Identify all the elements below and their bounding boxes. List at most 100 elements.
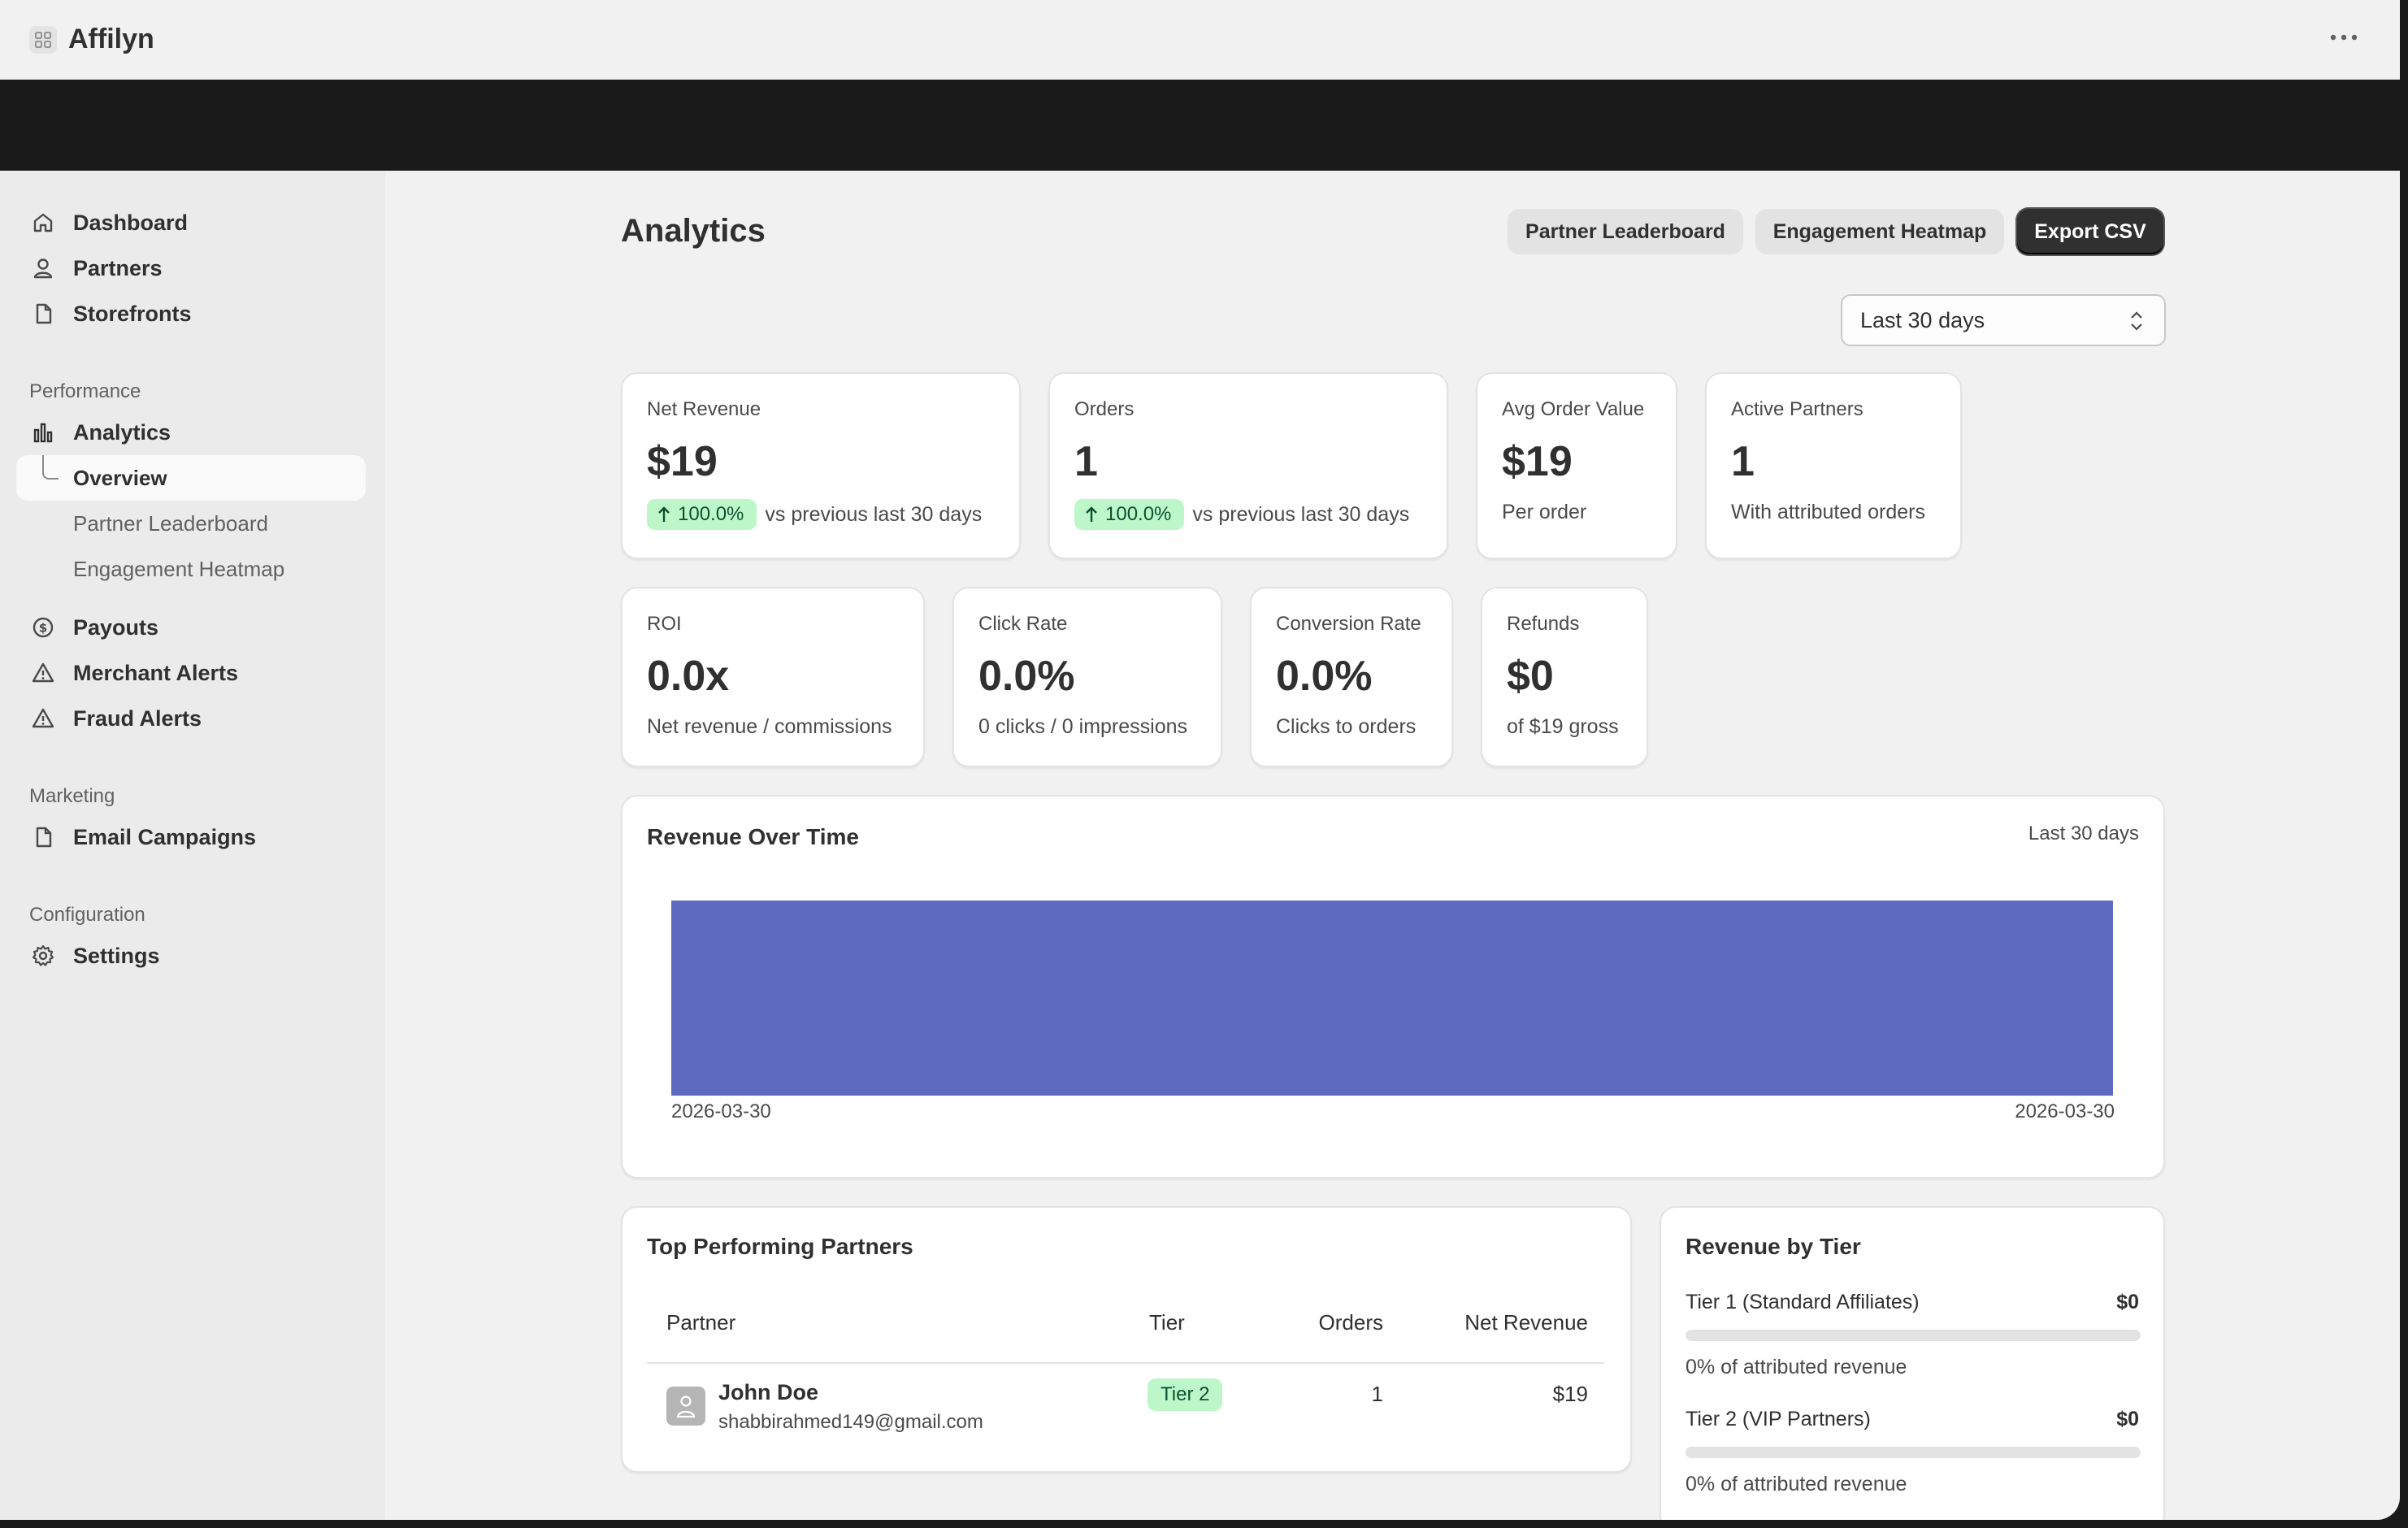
alert-icon [32, 662, 54, 683]
page-icon [36, 303, 52, 324]
tier-progress-bar [1686, 1330, 2141, 1341]
arrow-up-icon [1086, 506, 1097, 522]
sidebar-item-label: Merchant Alerts [73, 660, 239, 685]
tree-elbow-icon [42, 455, 59, 480]
sidebar-item-label: Email Campaigns [73, 824, 257, 849]
tier-progress-bar [1686, 1447, 2141, 1458]
metric-card-click-rate: Click Rate 0.0% 0 clicks / 0 impressions [952, 587, 1222, 767]
metric-value: 0.0% [978, 653, 1075, 700]
tier-value: $0 [2116, 1291, 2139, 1313]
sidebar-section-configuration: Configuration [29, 904, 145, 926]
dollar-icon: $ [33, 617, 54, 638]
top-bar: Affilyn [0, 0, 2400, 80]
partner-orders: 1 [1371, 1382, 1383, 1406]
sidebar-item-email-campaigns[interactable]: Email Campaigns [0, 814, 385, 860]
sidebar: Dashboard Partners Storefronts Performan… [0, 171, 385, 1520]
change-value: 100.0% [1105, 503, 1172, 525]
column-header-tier[interactable]: Tier [1149, 1310, 1185, 1335]
metric-label: Orders [1074, 398, 1135, 420]
sidebar-item-label: Settings [73, 943, 160, 968]
svg-text:$: $ [39, 621, 47, 636]
sidebar-item-label: Dashboard [73, 210, 189, 235]
bar-chart-icon [33, 423, 53, 443]
sidebar-item-merchant-alerts[interactable]: Merchant Alerts [0, 650, 385, 696]
sidebar-item-settings[interactable]: Settings [0, 933, 385, 979]
metric-label: Avg Order Value [1502, 398, 1645, 420]
partner-leaderboard-button[interactable]: Partner Leaderboard [1508, 209, 1743, 254]
sidebar-item-fraud-alerts[interactable]: Fraud Alerts [0, 696, 385, 741]
table-divider [647, 1362, 1604, 1364]
metric-label: Refunds [1507, 613, 1580, 635]
more-options-icon[interactable] [2323, 21, 2364, 54]
sidebar-item-label: Overview [73, 465, 167, 490]
chart-title: Revenue Over Time [647, 824, 859, 849]
x-tick-label: 2026-03-30 [2015, 1100, 2115, 1122]
sidebar-item-storefronts[interactable]: Storefronts [0, 291, 385, 336]
home-icon [33, 213, 53, 232]
metric-subtext: of $19 gross [1507, 715, 1619, 738]
sidebar-item-label: Payouts [73, 614, 159, 640]
engagement-heatmap-button[interactable]: Engagement Heatmap [1755, 209, 2004, 254]
column-header-net-revenue[interactable]: Net Revenue [1464, 1310, 1588, 1335]
metric-value: 1 [1074, 438, 1098, 485]
sidebar-item-payouts[interactable]: $ Payouts [0, 605, 385, 650]
partner-name[interactable]: John Doe [718, 1380, 819, 1404]
sidebar-item-label: Engagement Heatmap [73, 556, 285, 581]
metric-comparison: vs previous last 30 days [1192, 502, 1410, 526]
date-range-select[interactable]: Last 30 days [1841, 294, 2166, 346]
header-banner [0, 80, 2400, 171]
metric-value: $19 [647, 438, 718, 485]
sidebar-item-label: Partner Leaderboard [73, 510, 268, 536]
revenue-by-tier-card: Revenue by Tier Tier 1 (Standard Affilia… [1660, 1206, 2165, 1520]
sidebar-subitem-overview[interactable]: Overview [16, 455, 366, 501]
chart-range-label: Last 30 days [2028, 823, 2139, 844]
top-partners-card: Top Performing Partners Partner Tier Ord… [621, 1206, 1632, 1473]
sidebar-subitem-engagement-heatmap[interactable]: Engagement Heatmap [0, 546, 385, 592]
sidebar-item-partners[interactable]: Partners [0, 245, 385, 291]
metric-subtext: With attributed orders [1731, 501, 1925, 523]
metric-value: 1 [1731, 438, 1755, 485]
change-badge: 100.0% [1074, 499, 1185, 530]
revenue-by-tier-title: Revenue by Tier [1686, 1234, 1861, 1259]
top-partners-title: Top Performing Partners [647, 1234, 913, 1259]
page-title: Analytics [621, 213, 766, 249]
metric-label: Active Partners [1731, 398, 1863, 420]
tier-badge: Tier 2 [1148, 1378, 1223, 1411]
metric-label: Conversion Rate [1276, 613, 1421, 635]
sidebar-item-label: Analytics [73, 419, 171, 445]
column-header-partner[interactable]: Partner [666, 1310, 736, 1335]
metric-subtext: Clicks to orders [1276, 715, 1417, 738]
date-range-value: Last 30 days [1860, 307, 1985, 332]
sidebar-section-performance: Performance [29, 380, 141, 402]
partner-net-revenue: $19 [1552, 1382, 1588, 1406]
metric-card-net-revenue: Net Revenue $19 100.0% vs previous last … [621, 372, 1021, 559]
sidebar-subitem-partner-leaderboard[interactable]: Partner Leaderboard [0, 501, 385, 546]
metric-card-avg-order-value: Avg Order Value $19 Per order [1476, 372, 1677, 559]
metric-card-conversion-rate: Conversion Rate 0.0% Clicks to orders [1250, 587, 1453, 767]
tier-name: Tier 1 (Standard Affiliates) [1686, 1291, 1920, 1313]
metric-value: 0.0% [1276, 653, 1373, 700]
metric-label: ROI [647, 613, 682, 635]
sidebar-item-analytics[interactable]: Analytics [0, 410, 385, 455]
metric-label: Click Rate [978, 613, 1068, 635]
sidebar-item-label: Partners [73, 255, 163, 280]
sidebar-item-label: Fraud Alerts [73, 705, 202, 731]
metric-value: $0 [1507, 653, 1554, 700]
tier-name: Tier 2 (VIP Partners) [1686, 1408, 1871, 1430]
revenue-area-series [671, 901, 2113, 1096]
app-grid-icon [29, 25, 57, 54]
column-header-orders[interactable]: Orders [1318, 1310, 1383, 1335]
main-content: Analytics Partner Leaderboard Engagement… [385, 171, 2400, 1520]
export-csv-button[interactable]: Export CSV [2017, 209, 2163, 254]
metric-value: $19 [1502, 438, 1573, 485]
metric-card-roi: ROI 0.0x Net revenue / commissions [621, 587, 925, 767]
metric-card-active-partners: Active Partners 1 With attributed orders [1705, 372, 1962, 559]
person-icon [33, 258, 53, 279]
partner-email: shabbirahmed149@gmail.com [718, 1411, 983, 1433]
metric-value: 0.0x [647, 653, 730, 700]
sidebar-item-dashboard[interactable]: Dashboard [0, 200, 385, 245]
person-icon [676, 1396, 696, 1418]
app-name: Affilyn [68, 24, 154, 54]
tier-percent: 0% of attributed revenue [1686, 1356, 1907, 1378]
tier-percent: 0% of attributed revenue [1686, 1473, 1907, 1495]
